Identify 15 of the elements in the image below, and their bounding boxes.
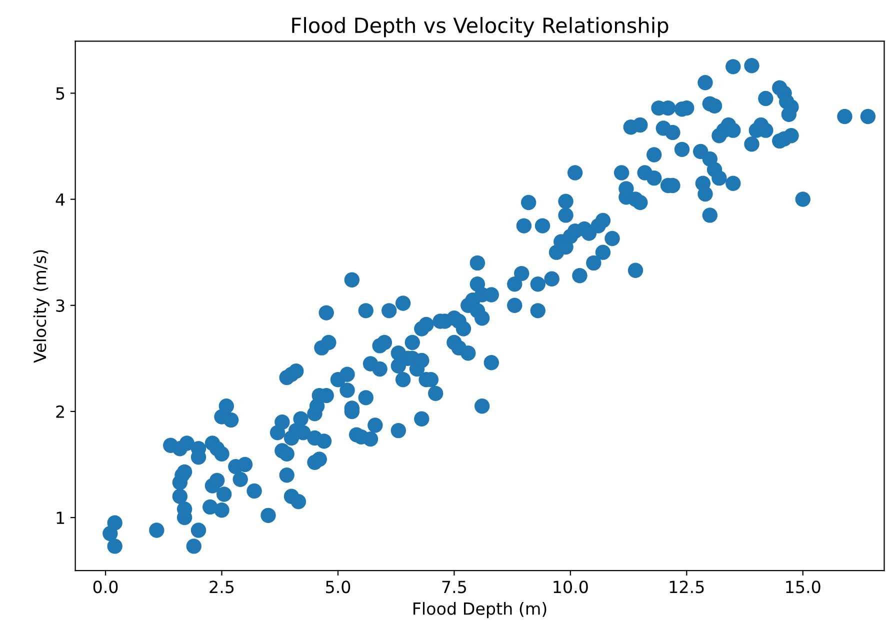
y-tick-label: 5 [56, 87, 64, 100]
y-tick-label: 1 [56, 512, 64, 524]
x-tick-label: 15.0 [786, 580, 820, 594]
y-axis-title: Velocity (m/s) [33, 250, 50, 363]
chart-title: Flood Depth vs Velocity Relationship [292, 17, 668, 38]
x-axis-title: Flood Depth (m) [414, 602, 546, 618]
y-tick-label: 4 [56, 193, 65, 206]
x-tick-label: 0.0 [93, 580, 118, 594]
x-tick-label: 2.5 [210, 580, 234, 594]
y-tick-label: 2 [56, 405, 64, 418]
x-tick-label: 7.5 [442, 580, 466, 594]
x-tick-label: 5.0 [326, 580, 350, 594]
y-tick-label: 3 [56, 299, 64, 312]
x-tick-label: 10.0 [554, 580, 588, 594]
x-tick-label: 12.5 [670, 580, 704, 594]
